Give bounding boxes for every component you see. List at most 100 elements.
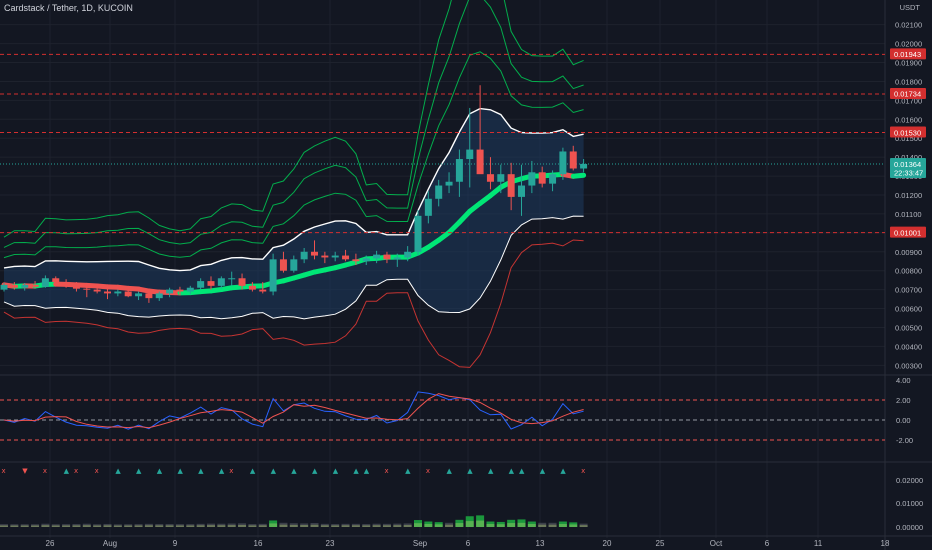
level-tag-text: 0.01001 [894,228,921,237]
volume-overlay [10,525,19,527]
price-tick: 0.00700 [895,286,922,295]
volume-overlay [393,525,402,527]
upper-envelope-line [3,51,584,259]
oscillator-pane [0,391,885,441]
signal-marker: ▲ [271,467,277,475]
candle-body [93,289,101,292]
candle-body [528,172,536,186]
signal-marker: x [581,467,585,475]
volume-overlay [310,524,319,527]
volume-pane [0,515,588,527]
volume-bar [372,523,381,527]
candle-body [373,254,381,259]
signal-marker: ▲ [219,467,225,475]
volume-bar [82,523,91,527]
time-label: 16 [254,539,263,548]
signal-marker: ▲ [291,467,297,475]
price-tick: 0.00600 [895,305,922,314]
volume-bar [0,524,8,527]
volume-bar [351,523,360,527]
candle-body [228,278,236,280]
time-label: 6 [765,539,770,548]
time-label: Aug [103,539,117,548]
candle-body [331,255,339,258]
volume-overlay [538,524,547,527]
price-tick: 0.02000 [895,40,922,49]
volume-overlay [351,525,360,527]
candle-body [559,151,567,175]
candle-body [155,293,163,299]
volume-overlay [424,523,433,527]
horizontal-level-lines [0,53,885,234]
candle-body [497,174,505,182]
volume-bar [103,523,112,527]
signal-marker: ▲ [177,467,183,475]
candle-body [518,185,525,197]
volume-bar [310,523,319,527]
volume-bar [558,521,567,527]
candle-body [352,259,360,262]
price-tick: 0.00500 [895,323,922,332]
volume-bar [414,520,422,527]
candlesticks [0,85,588,303]
volume-bar [113,524,122,527]
volume-overlay [51,525,60,527]
volume-overlay [579,525,588,527]
volume-bar [165,524,174,527]
volume-bar [155,524,164,527]
level-tag [890,87,926,99]
volume-overlay [558,523,567,527]
chart-title: Cardstack / Tether, 1D, KUCOIN [4,3,133,13]
volume-overlay [455,523,464,527]
time-label: 13 [536,539,545,548]
volume-overlay [186,525,195,527]
volume-bar [196,523,205,527]
candle-body [72,285,80,289]
volume-bar [538,522,547,527]
price-tick: 0.01500 [895,134,922,143]
volume-bar [279,522,288,527]
signal-marker: ▲ [540,467,546,475]
volume-overlay [124,525,133,527]
signal-marker: ▲ [488,467,494,475]
signal-marker: ▲ [353,467,359,475]
price-tick: 0.01100 [895,210,922,219]
price-axis: USDT0.021000.020000.019000.018000.017000… [890,3,926,532]
signal-marker: ▼ [22,467,28,475]
candle-body [580,163,588,169]
volume-bar [41,523,50,527]
time-label: 11 [814,539,823,548]
volume-bar [134,524,143,527]
price-tick: 0.01600 [895,115,922,124]
price-tick: 0.01800 [895,77,922,86]
volume-bar [207,523,215,527]
candle-body [466,149,474,160]
oscillator-line [3,391,584,430]
signal-marker: x [95,467,99,475]
volume-bar [579,523,588,527]
candle-body [435,185,443,199]
volume-overlay [155,525,164,527]
volume-bar [93,524,102,527]
volume-bar [300,523,309,527]
price-tick: 0.01900 [895,59,922,68]
volume-overlay [248,525,257,527]
signal-marker: x [384,467,388,475]
volume-bar [144,523,153,527]
volume-overlay [341,525,350,527]
candle-body [279,259,287,271]
price-tick: 0.00300 [895,361,922,370]
signal-marker: ▲ [333,467,339,475]
price-tick: 0.02100 [895,21,922,30]
volume-overlay [207,525,215,527]
signal-marker: ▲ [405,467,411,475]
volume-bar [186,524,195,527]
candle-body [507,174,515,197]
upper-envelope-line [3,0,584,248]
volume-bar [341,523,350,527]
volume-tick: 0.01000 [896,499,923,508]
signal-markers: x ▼ x ▲ x x ▲ ▲ ▲ ▲ ▲ ▲ x ▲ ▲ ▲ ▲ ▲ ▲ ▲ x ▲ x ▲ ▲ ▲ ▲ ▲ ▲ ▲ x [2,467,586,475]
signal-marker: x [2,467,6,475]
volume-bar [465,516,474,527]
